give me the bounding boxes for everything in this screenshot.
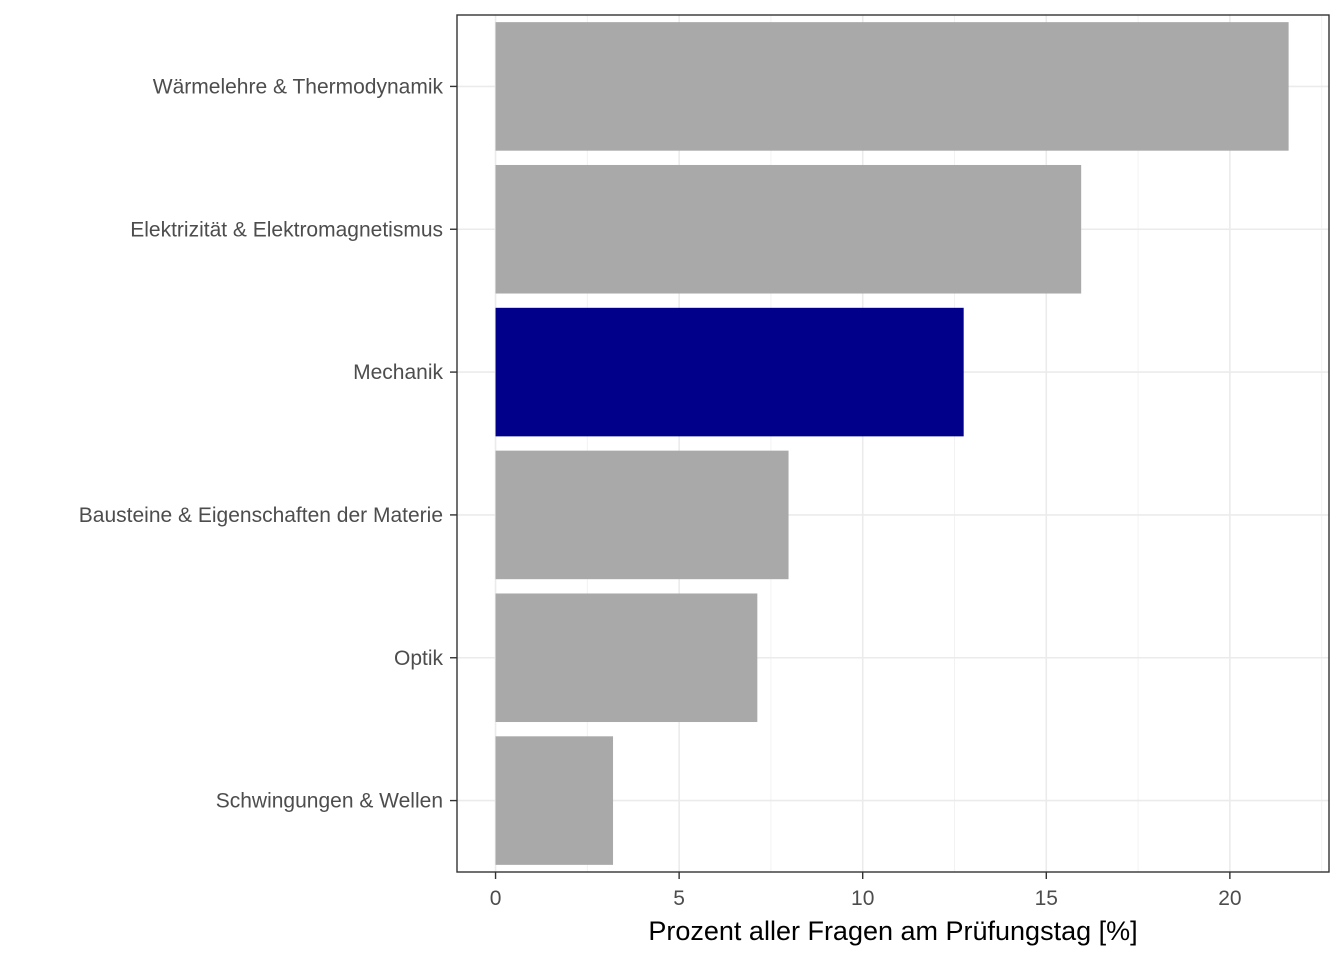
x-tick-label-10: 10 bbox=[851, 887, 874, 910]
bar-2 bbox=[495, 307, 964, 437]
x-axis-title: Prozent aller Fragen am Prüfungstag [%] bbox=[648, 916, 1137, 946]
bars bbox=[495, 22, 1289, 865]
x-tick-label-5: 5 bbox=[673, 887, 685, 910]
x-tick-label-20: 20 bbox=[1218, 887, 1241, 910]
category-label-1: Elektrizität & Elektromagnetismus bbox=[130, 218, 443, 241]
category-label-4: Optik bbox=[394, 647, 444, 670]
bar-1 bbox=[495, 164, 1082, 294]
category-label-0: Wärmelehre & Thermodynamik bbox=[153, 75, 444, 98]
x-axis-ticks: 0 5 10 15 20 bbox=[490, 872, 1242, 910]
bar-5 bbox=[495, 736, 614, 865]
bar-0 bbox=[495, 22, 1289, 151]
plot-panel-border bbox=[456, 14, 1330, 873]
bar-3 bbox=[495, 450, 789, 580]
category-label-3: Bausteine & Eigenschaften der Materie bbox=[79, 504, 443, 527]
category-label-5: Schwingungen & Wellen bbox=[216, 790, 443, 813]
x-tick-label-15: 15 bbox=[1035, 887, 1058, 910]
bar-4 bbox=[495, 593, 758, 723]
category-label-2: Mechanik bbox=[353, 361, 443, 384]
y-axis-ticks: Wärmelehre & Thermodynamik Elektrizität &… bbox=[79, 75, 457, 813]
x-tick-label-0: 0 bbox=[490, 887, 502, 910]
